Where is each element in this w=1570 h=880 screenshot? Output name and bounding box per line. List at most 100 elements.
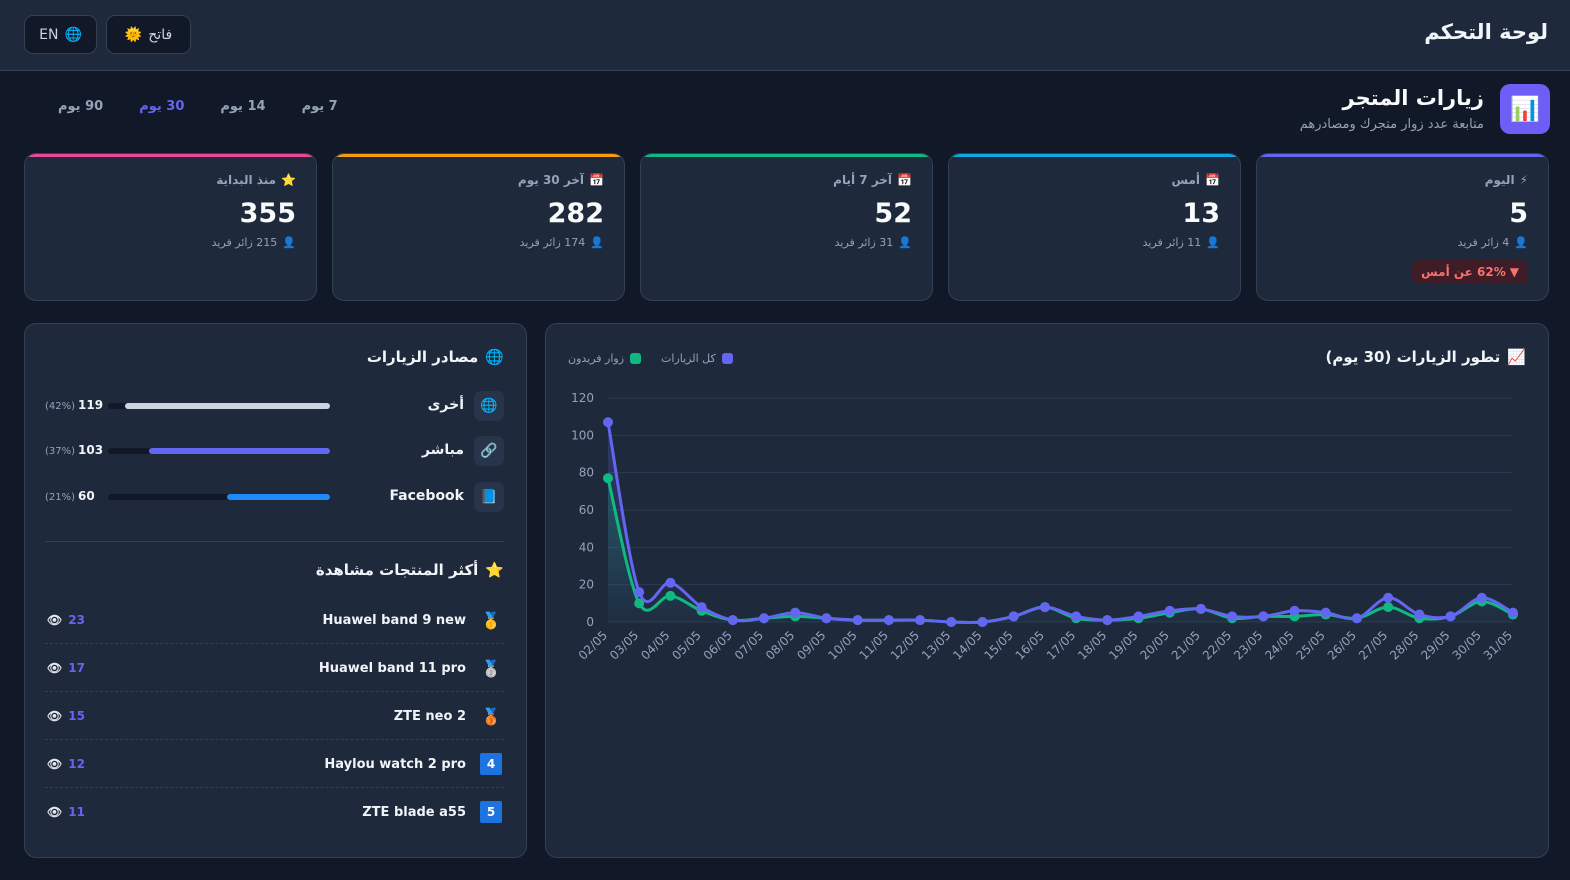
source-count: (37%) 103 [45,443,103,457]
link-icon: 🔗 [474,436,504,466]
source-count: (21%) 60 [45,489,95,503]
x-tick-label: 11/05 [857,628,891,662]
x-tick-label: 07/05 [732,628,766,662]
point-all-visits [1164,605,1175,616]
x-tick-label: 10/05 [825,628,859,662]
point-all-visits [821,613,832,624]
legend-item-all-visits[interactable]: كل الزيارات [661,352,733,365]
legend-label: زوار فريدون [568,352,625,365]
series-line-all-visits [606,421,1514,624]
x-tick-label: 25/05 [1294,628,1328,662]
x-tick-label: 13/05 [919,628,953,662]
point-all-visits [1102,615,1113,626]
legend-swatch [630,353,642,364]
point-all-visits [1039,602,1050,613]
stat-label-text: آخر 30 يوم [517,173,585,187]
product-row[interactable]: 4 Haylou watch 2 pro 👁 12 [45,740,504,788]
stat-value: 13 [1182,198,1220,229]
point-unique-visitors [1383,602,1394,613]
x-tick-label: 17/05 [1044,628,1078,662]
point-all-visits [1133,611,1144,622]
product-views-count: 11 [68,805,85,819]
y-tick-label: 40 [579,540,594,554]
point-all-visits [1476,592,1487,603]
products-title-text: أكثر المنتجات مشاهدة [315,561,479,579]
source-row-facebook: 📘 Facebook (21%) 60 [45,482,504,512]
x-tick-label: 28/05 [1387,628,1421,662]
calendar-icon: 📅 [589,173,604,187]
source-count-value: 103 [78,443,104,457]
top-bar: لوحة التحكم 🌞 فاتح EN 🌐 [0,0,1570,71]
eye-icon: 👁 [47,613,63,627]
point-unique-visitors [665,590,676,601]
legend-item-unique-visitors[interactable]: زوار فريدون [568,352,642,365]
stat-value: 5 [1509,198,1528,229]
series-area [608,422,1513,623]
point-all-visits [1320,607,1331,618]
product-views-count: 23 [68,613,85,627]
rank-badge: 5 [480,801,502,823]
tab-90-days[interactable]: 90 يوم [58,99,104,114]
x-tick-label: 16/05 [1013,628,1047,662]
product-row[interactable]: 🥉 ZTE neo 2 👁 15 [45,692,504,740]
x-tick-label: 26/05 [1325,628,1359,662]
stat-unique: 👤 174 زائر فريد [520,236,604,249]
y-tick-label: 120 [571,391,594,405]
visits-chart-panel: 📈 تطور الزيارات (30 يوم) كل الزيارات زوا… [545,323,1549,858]
x-tick-label: 19/05 [1106,628,1140,662]
point-all-visits [759,613,770,624]
stat-unique: 👤 215 زائر فريد [212,236,296,249]
card-accent [333,154,624,157]
tab-30-days[interactable]: 30 يوم [139,99,185,114]
language-toggle-button[interactable]: EN 🌐 [24,15,97,54]
source-row-direct: 🔗 مباشر (37%) 103 [45,436,504,466]
sun-icon: 🌞 [124,26,143,43]
stat-unique-text: 11 زائر فريد [1142,236,1202,249]
point-all-visits [1445,611,1456,622]
trend-chart-icon: 📈 [1507,348,1526,366]
point-all-visits [1071,611,1082,622]
eye-icon: 👁 [47,709,63,723]
product-name: ZTE blade a55 [362,805,466,820]
x-tick-label: 27/05 [1356,628,1390,662]
product-views: 👁 12 [47,757,85,771]
x-tick-label: 09/05 [794,628,828,662]
x-tick-label: 23/05 [1231,628,1265,662]
stat-unique: 👤 4 زائر فريد [1458,236,1528,249]
x-tick-label: 30/05 [1450,628,1484,662]
user-icon: 👤 [898,236,912,249]
eye-icon: 👁 [47,661,63,675]
product-name: Huawel band 9 new [322,613,466,628]
stat-label: ⚡ اليوم [1485,173,1528,187]
x-tick-label: 21/05 [1169,628,1203,662]
visits-line-chart: 0 20 40 60 80 100 120 02/0503/0504/0505/0506/05… [571,391,1518,663]
point-all-visits [1351,613,1362,624]
globe-icon: 🌐 [64,26,82,43]
product-row[interactable]: 🥇 Huawel band 9 new 👁 23 [45,596,504,644]
down-arrow-icon: ▼ [1509,265,1519,279]
source-bar-fill [124,403,330,409]
source-percent: (42%) [45,401,76,412]
theme-toggle-button[interactable]: 🌞 فاتح [106,15,191,54]
bronze-medal-icon: 🥉 [481,706,501,726]
product-views: 👁 15 [47,709,85,723]
y-tick-label: 20 [579,578,594,592]
delta-text: 62% عن أمس [1421,265,1506,279]
stat-unique: 👤 31 زائر فريد [835,236,912,249]
stat-unique: 👤 11 زائر فريد [1143,236,1220,249]
page-title: زيارات المتجر [1342,86,1485,110]
stat-value: 52 [874,198,912,229]
tab-14-days[interactable]: 14 يوم [220,99,266,114]
sources-title-text: مصادر الزيارات [366,348,479,366]
stat-unique-text: 31 زائر فريد [834,236,894,249]
product-row[interactable]: 5 ZTE blade a55 👁 11 [45,788,504,836]
source-row-other: 🌐 أخرى (42%) 119 [45,391,504,421]
series-area [608,478,1513,623]
product-row[interactable]: 🥈 Huawel band 11 pro 👁 17 [45,644,504,692]
theme-toggle-label: فاتح [148,26,173,43]
point-all-visits [603,417,613,428]
sources-products-panel: 🌐 مصادر الزيارات 🌐 أخرى (42%) 119 🔗 مباش… [24,323,527,858]
user-icon: 👤 [590,236,604,249]
tab-7-days[interactable]: 7 يوم [301,99,338,114]
range-tabs: 7 يوم 14 يوم 30 يوم 90 يوم [40,99,356,114]
